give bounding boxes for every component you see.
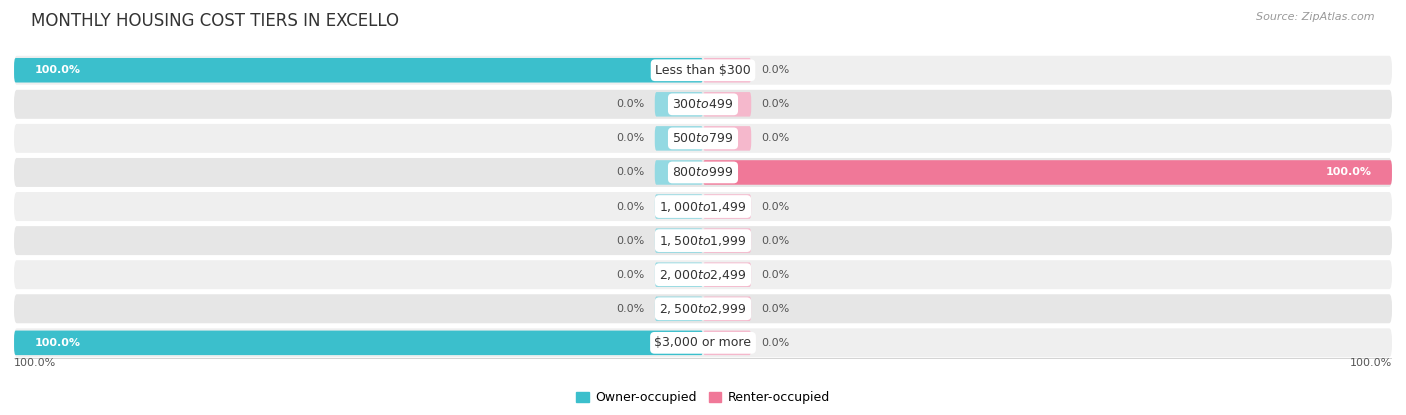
FancyBboxPatch shape <box>703 331 751 355</box>
Text: 0.0%: 0.0% <box>616 202 644 212</box>
Text: $800 to $999: $800 to $999 <box>672 166 734 179</box>
FancyBboxPatch shape <box>655 126 703 151</box>
Text: 100.0%: 100.0% <box>14 358 56 368</box>
Text: 0.0%: 0.0% <box>762 304 790 314</box>
Text: 0.0%: 0.0% <box>762 133 790 144</box>
FancyBboxPatch shape <box>14 56 1392 85</box>
FancyBboxPatch shape <box>703 126 751 151</box>
Text: 100.0%: 100.0% <box>1326 168 1371 178</box>
FancyBboxPatch shape <box>703 58 751 83</box>
FancyBboxPatch shape <box>703 92 751 117</box>
Text: 0.0%: 0.0% <box>762 270 790 280</box>
FancyBboxPatch shape <box>655 92 703 117</box>
Text: $2,500 to $2,999: $2,500 to $2,999 <box>659 302 747 316</box>
Text: 0.0%: 0.0% <box>616 168 644 178</box>
Text: MONTHLY HOUSING COST TIERS IN EXCELLO: MONTHLY HOUSING COST TIERS IN EXCELLO <box>31 12 399 30</box>
FancyBboxPatch shape <box>14 260 1392 289</box>
Text: $1,000 to $1,499: $1,000 to $1,499 <box>659 200 747 214</box>
Text: 0.0%: 0.0% <box>762 202 790 212</box>
Text: $2,000 to $2,499: $2,000 to $2,499 <box>659 268 747 282</box>
FancyBboxPatch shape <box>14 328 1392 357</box>
FancyBboxPatch shape <box>655 262 703 287</box>
Text: 100.0%: 100.0% <box>1350 358 1392 368</box>
Text: 0.0%: 0.0% <box>762 338 790 348</box>
FancyBboxPatch shape <box>703 296 751 321</box>
FancyBboxPatch shape <box>655 228 703 253</box>
FancyBboxPatch shape <box>14 226 1392 255</box>
Text: 0.0%: 0.0% <box>616 270 644 280</box>
FancyBboxPatch shape <box>703 228 751 253</box>
FancyBboxPatch shape <box>703 194 751 219</box>
Text: $3,000 or more: $3,000 or more <box>655 336 751 349</box>
Text: 100.0%: 100.0% <box>35 65 80 75</box>
Text: Less than $300: Less than $300 <box>655 64 751 77</box>
FancyBboxPatch shape <box>14 294 1392 323</box>
Legend: Owner-occupied, Renter-occupied: Owner-occupied, Renter-occupied <box>571 386 835 409</box>
FancyBboxPatch shape <box>14 158 1392 187</box>
Text: 0.0%: 0.0% <box>762 99 790 109</box>
FancyBboxPatch shape <box>14 90 1392 119</box>
FancyBboxPatch shape <box>14 124 1392 153</box>
FancyBboxPatch shape <box>655 160 703 185</box>
Text: 0.0%: 0.0% <box>762 236 790 246</box>
Text: 0.0%: 0.0% <box>616 133 644 144</box>
FancyBboxPatch shape <box>655 296 703 321</box>
Text: $500 to $799: $500 to $799 <box>672 132 734 145</box>
FancyBboxPatch shape <box>14 331 703 355</box>
FancyBboxPatch shape <box>14 58 703 83</box>
Text: 0.0%: 0.0% <box>616 99 644 109</box>
FancyBboxPatch shape <box>703 160 1392 185</box>
FancyBboxPatch shape <box>14 192 1392 221</box>
FancyBboxPatch shape <box>703 262 751 287</box>
FancyBboxPatch shape <box>655 194 703 219</box>
Text: 0.0%: 0.0% <box>616 236 644 246</box>
Text: 0.0%: 0.0% <box>762 65 790 75</box>
Text: Source: ZipAtlas.com: Source: ZipAtlas.com <box>1257 12 1375 22</box>
Text: 0.0%: 0.0% <box>616 304 644 314</box>
Text: 100.0%: 100.0% <box>35 338 80 348</box>
Text: $1,500 to $1,999: $1,500 to $1,999 <box>659 234 747 248</box>
Text: $300 to $499: $300 to $499 <box>672 98 734 111</box>
